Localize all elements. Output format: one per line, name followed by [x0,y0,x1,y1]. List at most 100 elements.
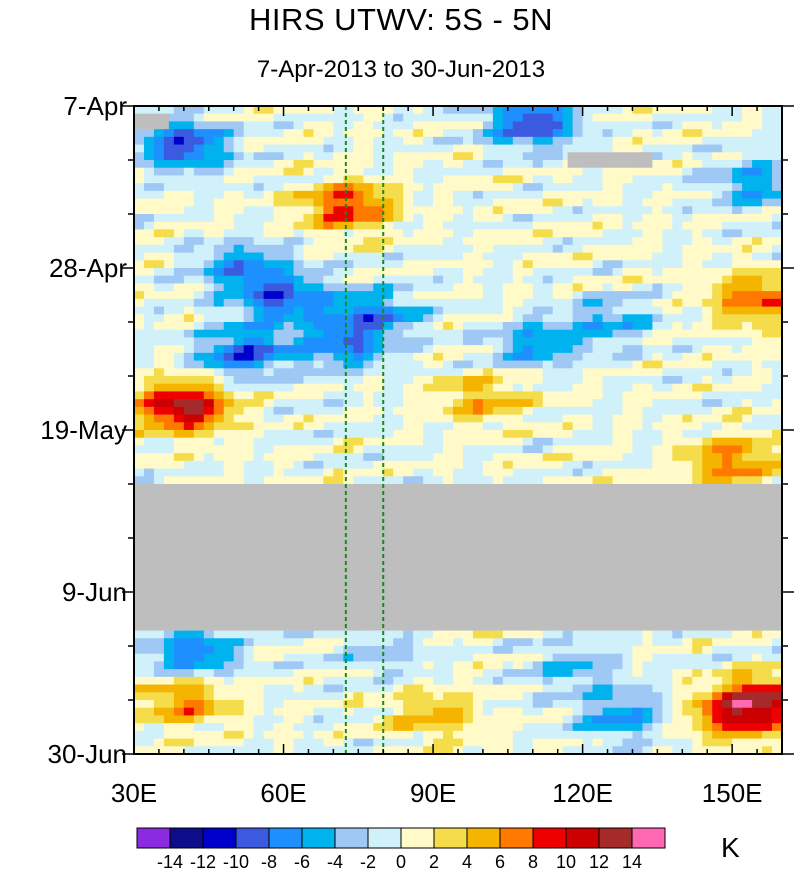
field-cell [353,345,364,354]
field-cell [134,376,145,385]
field-cell [672,190,683,200]
field-cell [353,437,364,447]
field-cell [183,175,195,184]
field-cell [622,190,634,200]
field-cell [742,167,753,177]
field-cell [672,322,683,331]
field-cell [143,252,155,261]
field-cell [333,190,344,200]
field-cell [702,198,713,207]
field-cell [373,460,384,470]
field-cell [283,468,295,477]
field-cell [193,445,205,454]
field-cell [343,252,354,261]
field-cell [183,322,195,331]
field-cell [223,144,235,153]
field-cell [742,190,753,200]
field-cell [492,676,504,686]
field-cell [722,121,733,130]
field-cell [562,406,574,416]
field-cell [153,329,165,339]
field-cell [512,646,524,655]
field-cell [642,136,653,146]
field-cell [273,445,285,454]
field-cell [283,183,295,192]
field-cell [253,445,265,454]
field-cell [532,268,544,277]
field-cell [263,298,275,308]
field-cell [453,468,464,477]
field-cell [712,669,723,678]
field-cell [183,198,195,207]
field-cell [443,430,454,439]
field-cell [592,437,604,447]
field-cell [572,345,584,354]
field-cell [492,283,504,292]
field-cell [472,476,484,485]
field-cell [213,283,225,292]
field-cell [542,430,554,439]
field-cell [622,345,634,354]
field-cell [752,283,763,292]
field-cell [413,391,424,400]
field-cell [572,329,584,339]
field-cell [512,376,524,385]
field-cell [482,445,494,454]
field-cell [462,684,474,693]
field-cell [193,345,205,354]
field-cell [472,676,484,686]
field-cell [293,237,305,246]
field-cell [423,422,434,431]
field-cell [323,183,334,192]
field-cell [313,422,325,431]
field-cell [472,121,484,130]
field-cell [263,244,275,254]
field-cell [582,368,594,377]
field-cell [742,329,753,339]
field-cell [652,430,663,439]
field-cell [662,445,673,454]
field-cell [383,198,394,207]
field-cell [532,214,544,223]
field-cell [143,167,155,177]
field-cell [193,322,205,331]
field-cell [582,352,594,362]
field-cell [153,136,165,146]
field-cell [323,175,334,184]
field-cell [472,314,484,323]
field-cell [313,352,325,362]
field-cell [223,630,235,639]
field-cell [742,669,753,678]
field-cell [592,422,604,431]
field-cell [622,183,634,192]
field-cell [383,368,394,377]
field-cell [293,345,305,354]
field-cell [293,298,305,308]
field-cell [183,206,195,215]
field-cell [542,360,554,369]
field-cell [622,298,634,308]
field-cell [263,306,275,315]
field-cell [283,630,295,639]
field-cell [632,399,644,408]
field-cell [552,298,564,308]
field-cell [433,113,444,123]
field-cell [253,391,265,400]
field-cell [742,144,753,153]
field-cell [343,676,354,686]
field-cell [443,406,454,416]
field-cell [592,268,604,277]
field-cell [403,653,414,663]
field-cell [333,646,344,655]
field-cell [393,121,404,130]
field-cell [772,291,782,300]
field-cell [642,322,653,331]
field-cell [263,129,275,138]
field-cell [642,129,653,138]
field-cell [582,676,594,686]
field-cell [253,144,265,153]
field-cell [343,453,354,462]
field-cell [502,144,514,153]
field-cell [453,430,464,439]
field-cell [253,676,265,686]
